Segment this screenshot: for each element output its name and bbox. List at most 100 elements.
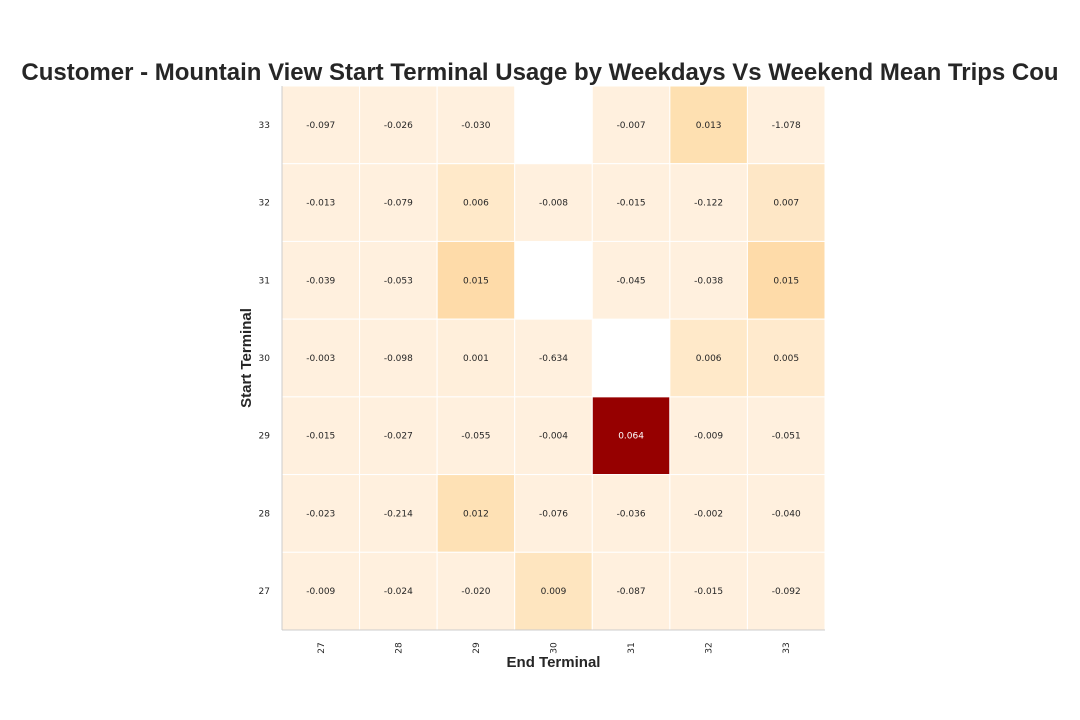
cell-value-label: -0.053: [384, 276, 413, 286]
cell-value-label: 0.005: [773, 354, 799, 364]
cell-value-label: -0.036: [617, 509, 646, 519]
heatmap-cell: [591, 85, 671, 165]
cell-value-label: -0.045: [617, 276, 646, 286]
cell-value-label: -0.015: [694, 587, 723, 597]
cell-value-label: -0.027: [384, 432, 413, 442]
x-tick-label: 29: [472, 642, 482, 654]
cell-value-label: 0.009: [541, 587, 567, 597]
heatmap-cell: [746, 240, 826, 320]
heatmap-cell: [359, 163, 438, 242]
y-tick-label: 29: [259, 432, 271, 442]
heatmap-cell: [359, 85, 438, 165]
heatmap-cell: [281, 318, 361, 398]
heatmap-cell: [591, 240, 671, 320]
cell-value-label: -1.078: [772, 121, 801, 131]
cell-value-label: 0.006: [463, 199, 489, 209]
heatmap-cell: [436, 85, 516, 165]
cell-value-label: -0.097: [306, 121, 335, 131]
cell-value-label: 0.064: [618, 432, 644, 442]
heatmap-cell: [436, 474, 516, 553]
chart-title: Customer - Mountain View Start Terminal …: [21, 59, 1058, 86]
heatmap-cell: [359, 318, 438, 398]
y-tick-labels: 33 32 31 30 29 28 27: [259, 121, 271, 597]
cell-value-label: -0.039: [306, 276, 335, 286]
cell-value-label: -0.023: [306, 509, 335, 519]
cell-value-label: -0.051: [772, 432, 801, 442]
cell-value-label: 0.007: [773, 199, 799, 209]
cell-value-label: -0.020: [461, 587, 490, 597]
cell-value-label: -0.040: [772, 509, 801, 519]
heatmap-cell: [514, 551, 593, 631]
x-tick-label: 28: [394, 642, 404, 654]
heatmap-cell: [281, 240, 361, 320]
heatmap-cell: [359, 396, 438, 476]
heatmap-cell: [746, 163, 826, 242]
cell-value-label: -0.003: [306, 354, 335, 364]
cell-value-label: -0.013: [306, 199, 335, 209]
cell-value-label: -0.055: [461, 432, 490, 442]
cell-value-label: -0.076: [539, 509, 568, 519]
cell-value-label: -0.009: [694, 432, 723, 442]
cell-value-label: -0.634: [539, 354, 568, 364]
x-tick-label: 30: [550, 642, 560, 654]
heatmap-cell: [514, 318, 593, 398]
heatmap-cell: [436, 240, 516, 320]
heatmap-cell: [436, 318, 516, 398]
cell-value-label: -0.004: [539, 432, 568, 442]
cell-value-label: 0.013: [696, 121, 722, 131]
heatmap-cell: [746, 318, 826, 398]
cell-value-label: 0.012: [463, 509, 489, 519]
cell-value-label: 0.001: [463, 354, 489, 364]
cell-value-label: -0.015: [617, 199, 646, 209]
y-tick-label: 33: [259, 121, 270, 131]
heatmap-cell: [514, 396, 593, 476]
cell-value-label: 0.015: [773, 276, 799, 286]
cell-value-label: -0.079: [384, 199, 413, 209]
cell-value-label: -0.214: [384, 509, 413, 519]
cell-value-label: -0.038: [694, 276, 723, 286]
cell-value-label: -0.024: [384, 587, 413, 597]
y-tick-label: 31: [259, 276, 270, 286]
cell-value-label: -0.087: [617, 587, 646, 597]
cell-value-label: -0.098: [384, 354, 413, 364]
y-tick-label: 32: [259, 199, 270, 209]
heatmap-cell: [669, 396, 748, 476]
cell-value-label: 0.006: [696, 354, 722, 364]
x-tick-label: 31: [627, 642, 637, 653]
heatmap-cell: [281, 551, 361, 631]
heatmap-cell: [746, 474, 826, 553]
x-tick-label: 27: [317, 642, 327, 653]
heatmap-cell: [669, 163, 748, 242]
heatmap-cell: [281, 85, 361, 165]
heatmap-cell: [746, 551, 826, 631]
heatmap-cell: [514, 474, 593, 553]
cell-value-label: -0.008: [539, 199, 568, 209]
cell-value-label: -0.092: [772, 587, 801, 597]
heatmap-cell: [746, 85, 826, 165]
cell-value-label: -0.015: [306, 432, 335, 442]
heatmap-cell: [436, 396, 516, 476]
cell-value-label: -0.026: [384, 121, 413, 131]
heatmap-cell: [514, 163, 593, 242]
x-tick-label: 32: [705, 642, 715, 653]
cell-value-label: -0.007: [617, 121, 646, 131]
heatmap-cell: [436, 551, 516, 631]
heatmap-cell: [669, 474, 748, 553]
heatmap-cells: -0.097 -0.026 -0.030 -0.007 0.013 -1.078 -0.01…: [281, 85, 826, 631]
cell-value-label: -0.009: [306, 587, 335, 597]
heatmap-cell: [669, 551, 748, 631]
cell-value-label: -0.002: [694, 509, 723, 519]
cell-value-label: -0.122: [694, 199, 723, 209]
cell-value-label: 0.015: [463, 276, 489, 286]
x-tick-label: 33: [782, 642, 792, 653]
heatmap-cell: [669, 85, 748, 165]
x-axis-label: End Terminal: [507, 654, 601, 671]
heatmap-cell: [669, 240, 748, 320]
y-tick-label: 30: [259, 354, 271, 364]
y-tick-label: 28: [259, 509, 271, 519]
y-axis-label: Start Terminal: [238, 308, 255, 408]
y-tick-label: 27: [259, 587, 270, 597]
cell-value-label: -0.030: [461, 121, 490, 131]
x-tick-labels: 27 28 29 30 31 32 33: [317, 642, 792, 654]
